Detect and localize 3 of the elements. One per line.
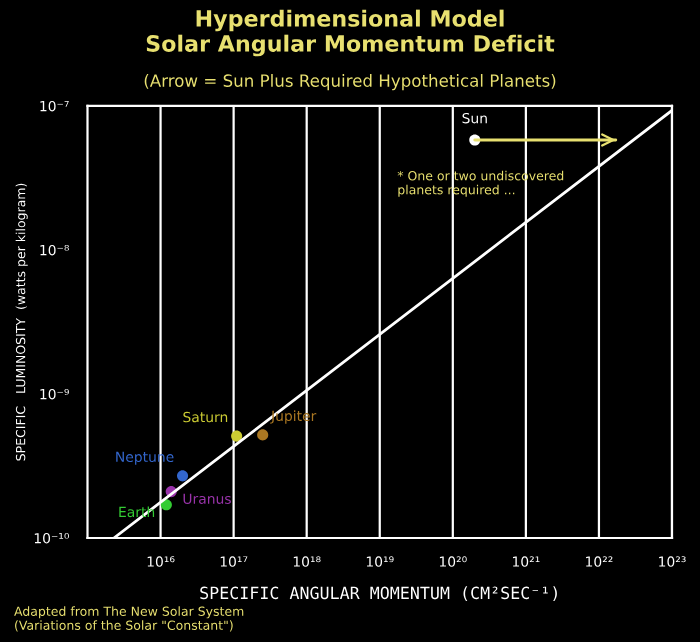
x-axis-title: SPECIFIC ANGULAR MOMENTUM (CM²SEC⁻¹) xyxy=(200,586,557,602)
chart-title: Hyperdimensional Model Solar Angular Momentum Deficit xyxy=(146,9,555,57)
chart-subtitle: (Arrow = Sun Plus Required Hypothetical Planets) xyxy=(144,74,556,91)
